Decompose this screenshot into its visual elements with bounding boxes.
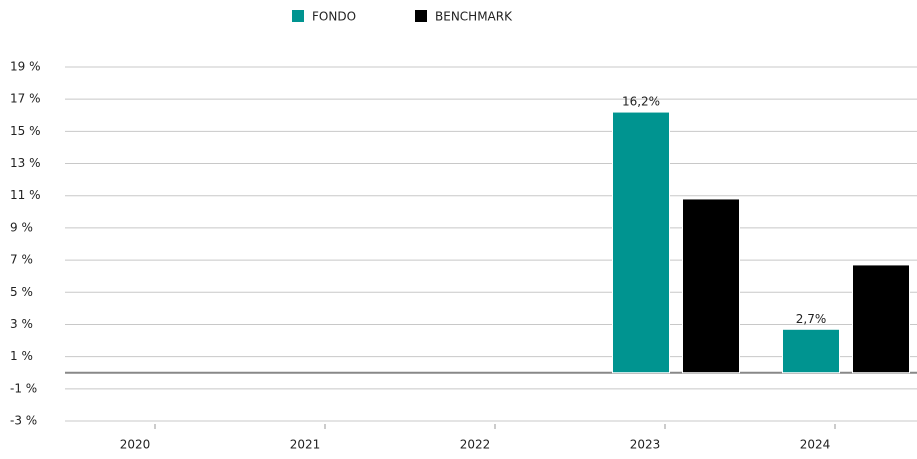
- y-tick-label: 19 %: [10, 60, 41, 74]
- legend-swatch: [292, 10, 304, 22]
- y-tick-label: 9 %: [10, 220, 33, 234]
- bar: [682, 198, 740, 374]
- legend-swatch: [415, 10, 427, 22]
- y-tick-label: -3 %: [10, 414, 37, 428]
- x-tick-label: 2023: [630, 438, 661, 452]
- legend-label: BENCHMARK: [435, 10, 513, 24]
- legend-label: FONDO: [312, 10, 356, 24]
- bar: [852, 264, 910, 374]
- y-tick-label: 13 %: [10, 156, 41, 170]
- y-tick-label: -1 %: [10, 381, 37, 395]
- x-tick-label: 2024: [800, 438, 831, 452]
- y-tick-label: 3 %: [10, 317, 33, 331]
- x-tick-label: 2022: [460, 438, 491, 452]
- y-tick-label: 17 %: [10, 92, 41, 106]
- y-tick-label: 5 %: [10, 285, 33, 299]
- data-label: 16,2%: [622, 95, 660, 109]
- x-tick-label: 2020: [120, 438, 151, 452]
- bar: [782, 328, 840, 374]
- x-tick-label: 2021: [290, 438, 321, 452]
- bar: [612, 111, 670, 374]
- y-tick-label: 11 %: [10, 188, 41, 202]
- y-tick-label: 1 %: [10, 349, 33, 363]
- data-label: 2,7%: [796, 312, 827, 326]
- y-tick-label: 15 %: [10, 124, 41, 138]
- y-tick-label: 7 %: [10, 253, 33, 267]
